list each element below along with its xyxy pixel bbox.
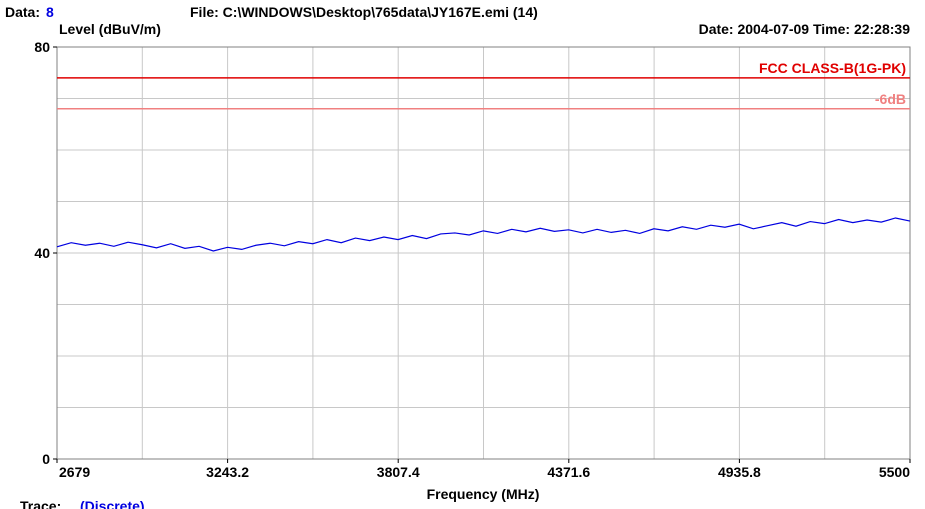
trace-line bbox=[56, 217, 911, 252]
x-tick-label: 4935.8 bbox=[718, 464, 761, 480]
x-tick-label: 3807.4 bbox=[377, 464, 420, 480]
x-axis-label: Frequency (MHz) bbox=[427, 486, 540, 502]
data-number: 8 bbox=[46, 4, 54, 20]
x-tick-label: 2679 bbox=[59, 464, 90, 480]
x-tick-label: 5500 bbox=[879, 464, 910, 480]
x-tick-label: 4371.6 bbox=[547, 464, 590, 480]
limit-label: FCC CLASS-B(1G-PK) bbox=[759, 60, 906, 76]
trace-mode: (Discrete) bbox=[80, 498, 145, 509]
y-tick-label: 0 bbox=[42, 451, 50, 467]
y-axis-label: Level (dBuV/m) bbox=[59, 21, 161, 37]
data-label: Data: bbox=[5, 4, 40, 20]
y-tick-label: 80 bbox=[34, 39, 50, 55]
y-tick-label: 40 bbox=[34, 245, 50, 261]
trace-label: Trace: bbox=[20, 498, 61, 509]
limit-label: -6dB bbox=[875, 91, 906, 107]
x-tick-label: 3243.2 bbox=[206, 464, 249, 480]
date-time: Date: 2004-07-09 Time: 22:28:39 bbox=[699, 21, 911, 37]
file-path: File: C:\WINDOWS\Desktop\765data\JY167E.… bbox=[190, 4, 538, 20]
